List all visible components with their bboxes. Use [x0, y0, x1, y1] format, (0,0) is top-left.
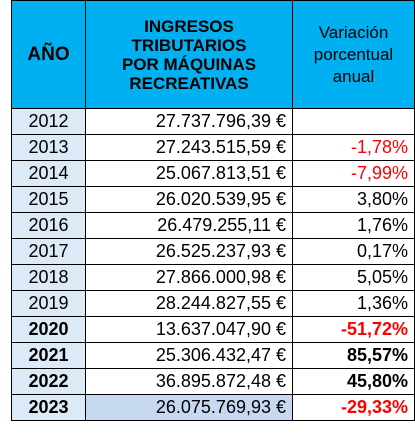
- revenue-cell: 26.020.539,95 €: [85, 186, 293, 213]
- variation-cell: -1,78%: [292, 134, 415, 161]
- table-row: 2020 13.637.047,90 € -51,72%: [11, 316, 415, 343]
- table-row: 2023 26.075.769,93 € -29,33%: [11, 394, 415, 421]
- year-cell: 2019: [11, 290, 86, 317]
- variation-header-line: Variación: [318, 22, 389, 42]
- year-cell: 2013: [11, 134, 86, 161]
- year-cell: 2023: [11, 394, 86, 421]
- year-cell: 2016: [11, 212, 86, 239]
- table-row: 2015 26.020.539,95 €3,80%: [11, 186, 415, 213]
- revenue-cell: 27.737.796,39 €: [85, 108, 293, 135]
- variation-header-line: anual: [332, 66, 375, 86]
- variation-cell: 1,36%: [292, 290, 415, 317]
- revenue-cell: 27.866.000,98 €: [85, 264, 293, 291]
- table-row: 2014 25.067.813,51 € -7,99%: [11, 160, 415, 187]
- year-cell: 2022: [11, 368, 86, 395]
- revenue-cell: 26.479.255,11 €: [85, 212, 293, 239]
- variation-cell: -7,99%: [292, 160, 415, 187]
- variation-cell: 1,76%: [292, 212, 415, 239]
- year-cell: 2020: [11, 316, 86, 343]
- variation-cell: 3,80%: [292, 186, 415, 213]
- revenue-header-line: TRIBUTARIOS: [131, 35, 247, 55]
- revenue-cell: 26.075.769,93 €: [85, 394, 293, 421]
- revenue-cell: 13.637.047,90 €: [85, 316, 293, 343]
- year-cell: 2018: [11, 264, 86, 291]
- table-row: 2012 27.737.796,39 €: [11, 108, 415, 135]
- year-cell: 2015: [11, 186, 86, 213]
- year-cell: 2021: [11, 342, 86, 369]
- revenue-cell: 25.306.432,47 €: [85, 342, 293, 369]
- header-row: AÑO INGRESOS TRIBUTARIOS POR MÁQUINAS RE…: [11, 0, 415, 109]
- variation-cell: 85,57%: [292, 342, 415, 369]
- variation-cell: 5,05%: [292, 264, 415, 291]
- revenue-cell: 36.895.872,48 €: [85, 368, 293, 395]
- revenue-header-line: RECREATIVAS: [129, 73, 249, 93]
- revenue-header-line: POR MÁQUINAS: [121, 54, 257, 74]
- revenue-table: AÑO INGRESOS TRIBUTARIOS POR MÁQUINAS RE…: [11, 0, 415, 421]
- table-row: 2017 26.525.237,93 €0,17%: [11, 238, 415, 265]
- table-row: 2018 27.866.000,98 €5,05%: [11, 264, 415, 291]
- table-row: 2022 36.895.872,48 €45,80%: [11, 368, 415, 395]
- variation-cell: 0,17%: [292, 238, 415, 265]
- year-header: AÑO: [11, 0, 86, 109]
- table-body: 2012 27.737.796,39 €2013 27.243.515,59 € -1…: [11, 108, 415, 421]
- variation-header: Variación porcentual anual: [292, 0, 415, 109]
- revenue-cell: 28.244.827,55 €: [85, 290, 293, 317]
- variation-cell: [292, 108, 415, 135]
- variation-header-line: porcentual: [313, 44, 394, 64]
- revenue-cell: 26.525.237,93 €: [85, 238, 293, 265]
- variation-cell: -51,72%: [292, 316, 415, 343]
- variation-cell: -29,33%: [292, 394, 415, 421]
- table-row: 2016 26.479.255,11 €1,76%: [11, 212, 415, 239]
- variation-cell: 45,80%: [292, 368, 415, 395]
- revenue-cell: 25.067.813,51 €: [85, 160, 293, 187]
- year-cell: 2012: [11, 108, 86, 135]
- table-row: 2021 25.306.432,47 €85,57%: [11, 342, 415, 369]
- revenue-header: INGRESOS TRIBUTARIOS POR MÁQUINAS RECREA…: [85, 0, 293, 109]
- year-cell: 2017: [11, 238, 86, 265]
- table-row: 2019 28.244.827,55 €1,36%: [11, 290, 415, 317]
- year-cell: 2014: [11, 160, 86, 187]
- revenue-header-line: INGRESOS: [144, 16, 234, 36]
- revenue-cell: 27.243.515,59 €: [85, 134, 293, 161]
- table-row: 2013 27.243.515,59 € -1,78%: [11, 134, 415, 161]
